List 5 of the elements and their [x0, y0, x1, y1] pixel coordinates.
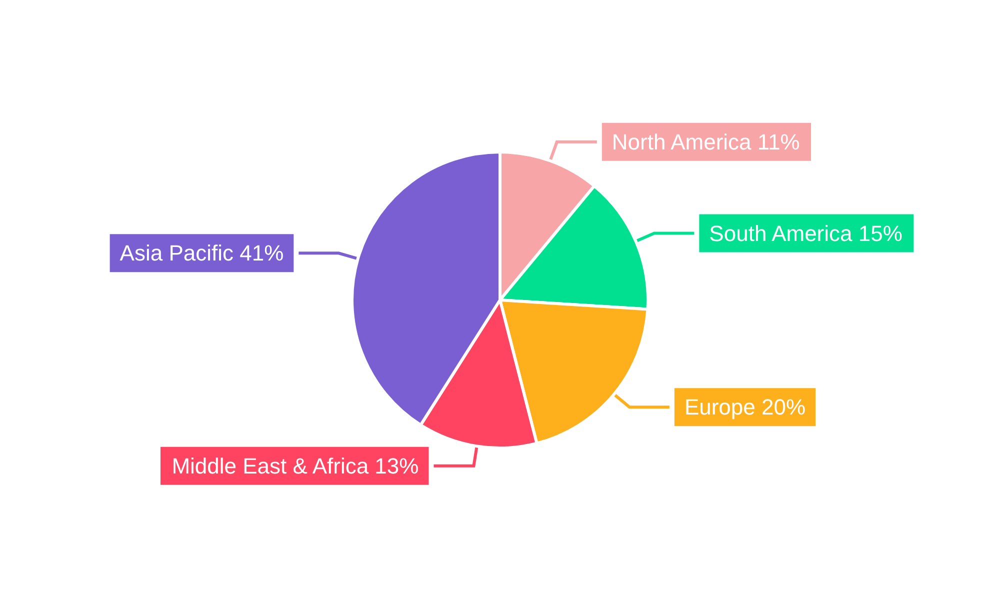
- slice-label: Asia Pacific 41%: [120, 240, 284, 266]
- slice-label: North America 11%: [612, 129, 800, 154]
- slice-label: Middle East & Africa 13%: [172, 453, 419, 478]
- slice-label: Europe 20%: [684, 394, 806, 420]
- slice-label: South America 15%: [709, 220, 902, 246]
